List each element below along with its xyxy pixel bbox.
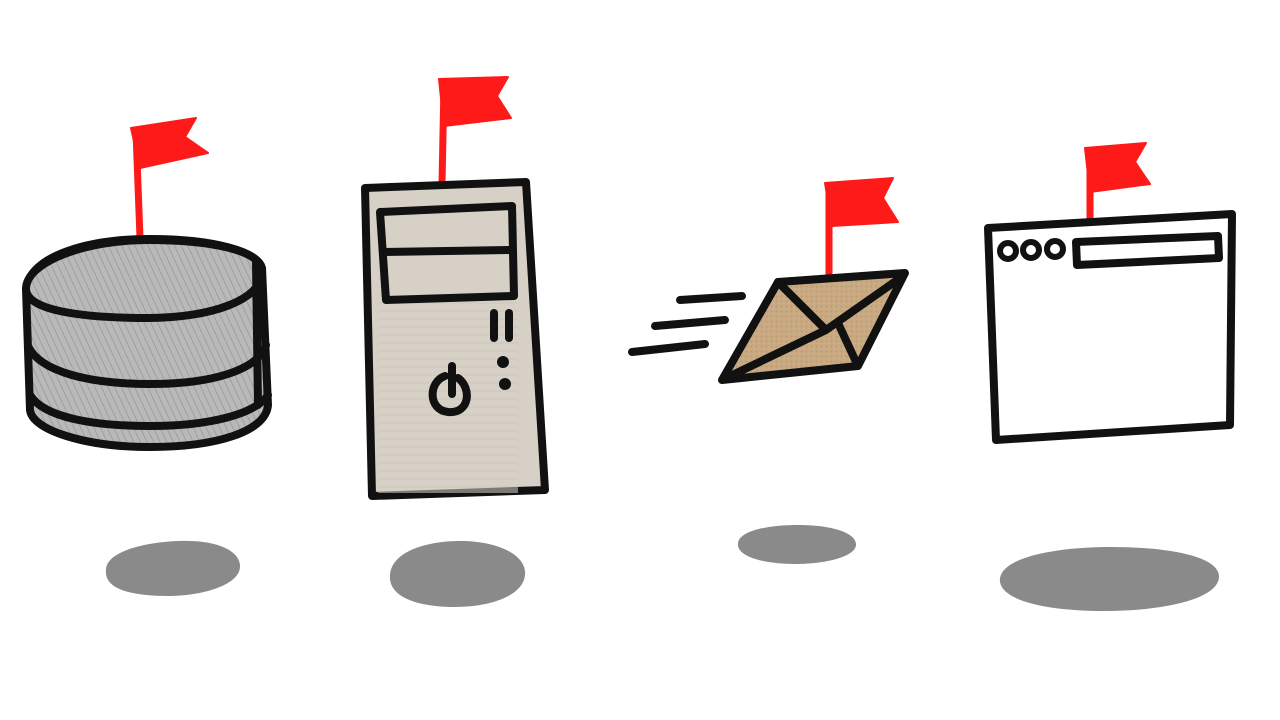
envelope-icon: [628, 177, 909, 384]
browser-window-icon: [984, 142, 1236, 444]
server-led-bottom: [499, 378, 511, 390]
address-bar: [1072, 232, 1223, 269]
motion-lines: [628, 292, 746, 356]
server-shadow: [389, 541, 526, 607]
envelope-flag-icon: [824, 177, 899, 284]
window-control-dots: [997, 238, 1066, 262]
browser-flag-icon: [1084, 142, 1151, 222]
server-led-top: [497, 356, 509, 368]
database-shadow: [105, 540, 241, 596]
shadows: [105, 525, 1220, 611]
server-flag-icon: [438, 76, 512, 188]
browser-shadow: [999, 547, 1220, 611]
database-flag-icon: [130, 117, 209, 242]
database-icon: [22, 117, 272, 451]
server-tower-icon: [361, 76, 549, 500]
power-icon: [428, 362, 471, 417]
envelope-shadow: [737, 525, 857, 564]
